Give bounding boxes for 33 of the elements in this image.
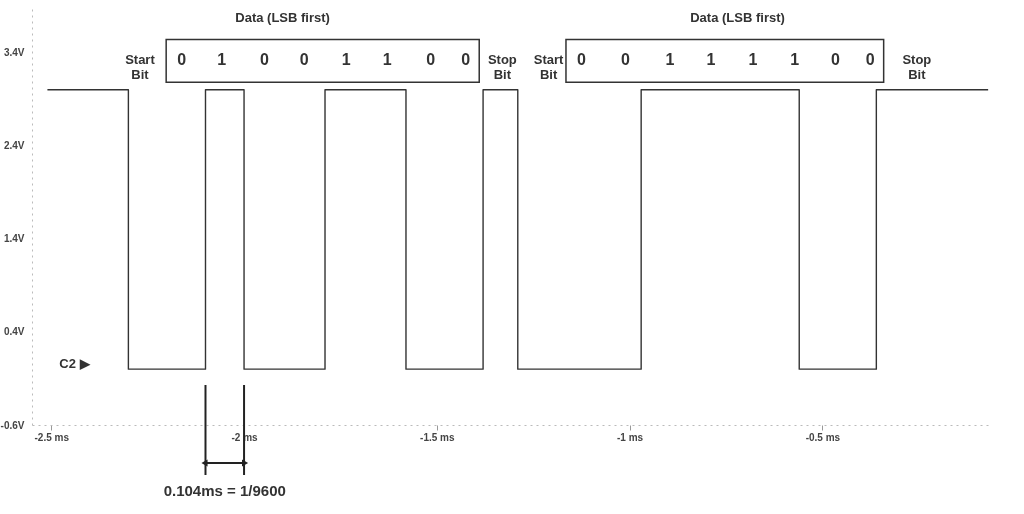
y-tick-label: -0.6V (0, 419, 25, 431)
annotation: 0 (620, 51, 630, 68)
annotation: 1 (748, 51, 758, 68)
annotation: 1 (382, 51, 392, 68)
annotation: 1 (341, 51, 351, 68)
annotation: Stop Bit (902, 52, 932, 82)
x-tick-label: -1 ms (617, 431, 644, 443)
text: 0.104ms = 1/9600 (163, 482, 286, 499)
annotation: 1 (790, 51, 800, 68)
y-tick-label: 0.4V (3, 326, 25, 338)
annotation: C2 ▶ (59, 356, 91, 372)
x-tick-label: -2.5 ms (34, 431, 70, 443)
annotation: 1 (665, 51, 675, 68)
annotation: 0 (260, 51, 270, 68)
annotation: 0 (177, 51, 187, 68)
y-tick-label: 3.4V (3, 47, 25, 59)
annotation: 1 (706, 51, 716, 68)
annotation: 0 (865, 51, 875, 68)
annotation: 0 (461, 51, 471, 68)
annotation: Data (LSB first) (690, 10, 785, 26)
annotation: Start Bit (533, 52, 565, 82)
annotation: 0 (576, 51, 586, 68)
annotation: 0 (426, 51, 436, 68)
annotation: Data (LSB first) (235, 10, 330, 26)
annotation: Start Bit (125, 52, 156, 82)
y-tick-label: 2.4V (3, 140, 25, 152)
annotation: 0 (831, 51, 841, 68)
x-tick-label: -1.5 ms (420, 431, 455, 443)
annotation: Stop Bit (487, 52, 517, 82)
annotation: 1 (217, 51, 227, 68)
x-tick-label: -0.5 ms (805, 431, 841, 443)
annotation: 0 (299, 51, 309, 68)
y-tick-label: 1.4V (3, 233, 25, 245)
